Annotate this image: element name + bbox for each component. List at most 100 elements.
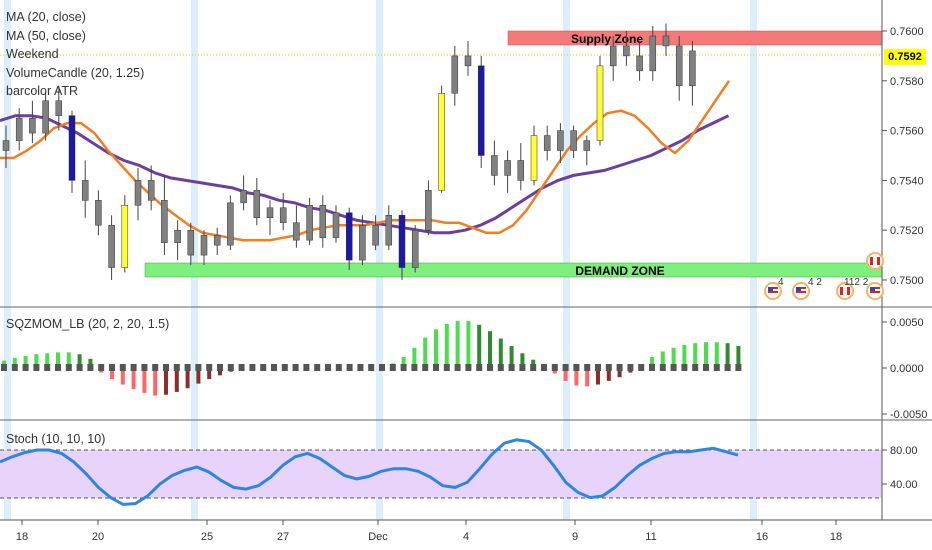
momentum-bar bbox=[444, 323, 449, 368]
squeeze-dot bbox=[11, 364, 18, 371]
momentum-bar bbox=[120, 368, 125, 385]
squeeze-dot bbox=[260, 364, 267, 371]
candle-body bbox=[411, 229, 419, 268]
legend-barcolor[interactable]: barcolor ATR bbox=[6, 84, 79, 98]
price-tick-label: 0.7560 bbox=[890, 126, 924, 138]
momentum-bar bbox=[509, 345, 514, 368]
momentum-bar bbox=[164, 368, 168, 395]
squeeze-dot bbox=[443, 364, 450, 371]
momentum-bar bbox=[401, 356, 406, 368]
squeeze-dot bbox=[551, 364, 558, 371]
squeeze-dot bbox=[562, 364, 569, 371]
candle-body bbox=[319, 205, 327, 238]
momentum-bar bbox=[563, 368, 568, 381]
ma20-line bbox=[0, 80, 731, 242]
time-axis-labels: 18 20 25 27 Dec 4 9 11 16 18 bbox=[16, 520, 842, 543]
momentum-bar bbox=[660, 351, 665, 368]
time-tick-label: 16 bbox=[756, 531, 768, 543]
momentum-bar bbox=[477, 324, 482, 368]
squeeze-dot bbox=[335, 364, 342, 371]
momentum-bar bbox=[725, 343, 730, 368]
momentum-bar bbox=[153, 368, 158, 396]
momentum-bar bbox=[682, 345, 687, 368]
legend-weekend[interactable]: Weekend bbox=[6, 47, 59, 61]
time-tick-label: 11 bbox=[645, 531, 656, 543]
time-tick-label: 25 bbox=[201, 531, 213, 543]
momentum-tick-label: 0.0000 bbox=[890, 363, 924, 375]
squeeze-dot bbox=[422, 364, 429, 371]
stoch-band bbox=[0, 450, 882, 498]
candle-body bbox=[425, 190, 432, 231]
candle-body bbox=[306, 205, 313, 241]
candle-body bbox=[81, 180, 89, 201]
price-axis-labels: 0.7600 0.7580 0.7560 0.7540 0.7520 0.7500 bbox=[890, 26, 924, 287]
squeeze-dot bbox=[130, 364, 137, 371]
candle-body bbox=[372, 224, 379, 246]
squeeze-dot bbox=[217, 364, 223, 371]
candle-body bbox=[543, 135, 551, 151]
stoch-tick-label: 40.00 bbox=[890, 479, 918, 491]
legend-ma50[interactable]: MA (50, close) bbox=[6, 28, 86, 43]
momentum-histogram: 0.0050 0.0000 -0.0050 bbox=[1, 317, 927, 421]
squeeze-dot bbox=[357, 364, 364, 371]
time-tick-label: Dec bbox=[368, 531, 388, 543]
momentum-bar bbox=[606, 368, 611, 381]
squeeze-dot bbox=[98, 364, 105, 371]
candle-body bbox=[279, 207, 287, 223]
squeeze-dot bbox=[173, 364, 180, 371]
momentum-bar bbox=[498, 338, 503, 368]
momentum-bar bbox=[131, 368, 136, 390]
sqzmom-title[interactable]: SQZMOM_LB (20, 2, 20, 1.5) bbox=[6, 317, 170, 331]
us-flag-icon[interactable] bbox=[764, 282, 782, 300]
squeeze-dot bbox=[400, 364, 407, 371]
chart-legend: MA (20, close) MA (50, close) Weekend Vo… bbox=[6, 8, 144, 101]
squeeze-dot bbox=[681, 364, 688, 371]
price-tick-label: 0.7580 bbox=[890, 76, 924, 88]
candle-body bbox=[95, 200, 102, 226]
candle-body bbox=[570, 130, 577, 151]
stochastic-panel: 80.00 40.00 bbox=[0, 438, 918, 506]
candle-body bbox=[464, 55, 472, 67]
weekend-band bbox=[376, 0, 383, 520]
squeeze-dot bbox=[325, 364, 331, 371]
momentum-bar bbox=[704, 342, 708, 368]
candle-body bbox=[596, 65, 604, 141]
momentum-bar bbox=[45, 353, 50, 368]
candle-body bbox=[517, 160, 525, 181]
demand-zone-label: DEMAND ZONE bbox=[575, 264, 664, 278]
event-count: 4 bbox=[778, 277, 784, 288]
legend-ma20[interactable]: MA (20, close) bbox=[6, 10, 86, 24]
squeeze-dot bbox=[33, 364, 40, 371]
squeeze-dot bbox=[119, 364, 126, 371]
canada-flag-icon[interactable] bbox=[836, 282, 854, 300]
candle-body bbox=[68, 115, 76, 181]
candle-body bbox=[477, 65, 485, 156]
price-tick-label: 0.7520 bbox=[890, 225, 924, 237]
price-tick-label: 0.7500 bbox=[890, 275, 924, 287]
candles-layer bbox=[2, 23, 696, 280]
squeeze-dot bbox=[249, 364, 256, 371]
squeeze-dot bbox=[508, 364, 515, 371]
canada-flag-icon[interactable] bbox=[866, 252, 884, 270]
candle-body bbox=[15, 117, 23, 141]
candle-body bbox=[187, 229, 195, 256]
squeeze-dot bbox=[411, 364, 418, 371]
squeeze-dot bbox=[65, 364, 72, 371]
squeeze-dot bbox=[573, 364, 580, 371]
squeeze-dot bbox=[238, 364, 245, 371]
squeeze-dot bbox=[497, 364, 504, 371]
squeeze-dot bbox=[152, 364, 159, 371]
legend-volume-candle[interactable]: VolumeCandle (20, 1.25) bbox=[6, 65, 145, 80]
candle-body bbox=[557, 130, 564, 151]
momentum-bar bbox=[56, 352, 60, 368]
squeeze-dot bbox=[638, 364, 645, 371]
squeeze-dot bbox=[22, 364, 29, 371]
squeeze-dot bbox=[724, 364, 731, 371]
stoch-title[interactable]: Stoch (10, 10, 10) bbox=[6, 432, 106, 446]
momentum-bar bbox=[650, 356, 654, 368]
candle-body bbox=[623, 45, 630, 57]
us-flag-icon[interactable] bbox=[866, 282, 884, 300]
candle-body bbox=[174, 229, 181, 243]
us-flag-icon[interactable] bbox=[792, 282, 810, 300]
